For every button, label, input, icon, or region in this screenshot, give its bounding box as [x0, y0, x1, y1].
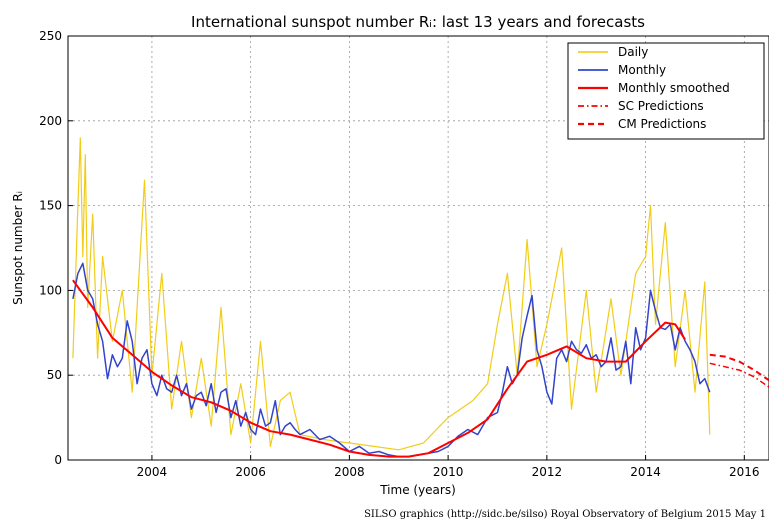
y-tick-label: 250 — [39, 29, 62, 43]
legend-label: CM Predictions — [618, 117, 706, 131]
series-line-3 — [709, 362, 769, 388]
y-tick-label: 0 — [54, 453, 62, 467]
credit-line: SILSO graphics (http://sidc.be/silso) Ro… — [364, 509, 766, 520]
x-axis-label: Time (years) — [379, 483, 456, 497]
x-tick-label: 2004 — [137, 465, 168, 479]
legend-label: Monthly smoothed — [618, 81, 730, 95]
legend: Daily Monthly Monthly smoothed SC Predictio… — [567, 42, 765, 140]
x-tick-label: 2014 — [630, 465, 661, 479]
x-tick-label: 2016 — [729, 465, 760, 479]
tick-layer: 2004 2006 2008 2010 2012 2014 2016 0 50 100 150 200… — [39, 29, 759, 479]
plot-frame — [67, 35, 769, 461]
legend-label: Daily — [618, 45, 648, 59]
x-tick-label: 2008 — [334, 465, 365, 479]
x-tick-label: 2010 — [433, 465, 464, 479]
series-line-4 — [709, 353, 769, 382]
legend-label: SC Predictions — [618, 99, 704, 113]
chart-title: International sunspot number Rᵢ: last 13… — [191, 13, 645, 31]
series-line-2 — [72, 279, 686, 458]
y-tick-label: 200 — [39, 114, 62, 128]
y-tick-label: 100 — [39, 283, 62, 297]
x-tick-label: 2012 — [532, 465, 563, 479]
legend-label: Monthly — [618, 63, 666, 77]
series-line-0 — [72, 137, 711, 451]
y-axis-label: Sunspot number Rᵢ — [11, 191, 25, 305]
y-tick-label: 150 — [39, 199, 62, 213]
series-line-1 — [72, 262, 711, 458]
x-tick-label: 2006 — [235, 465, 266, 479]
series-layer — [72, 137, 769, 458]
y-tick-label: 50 — [47, 368, 62, 382]
